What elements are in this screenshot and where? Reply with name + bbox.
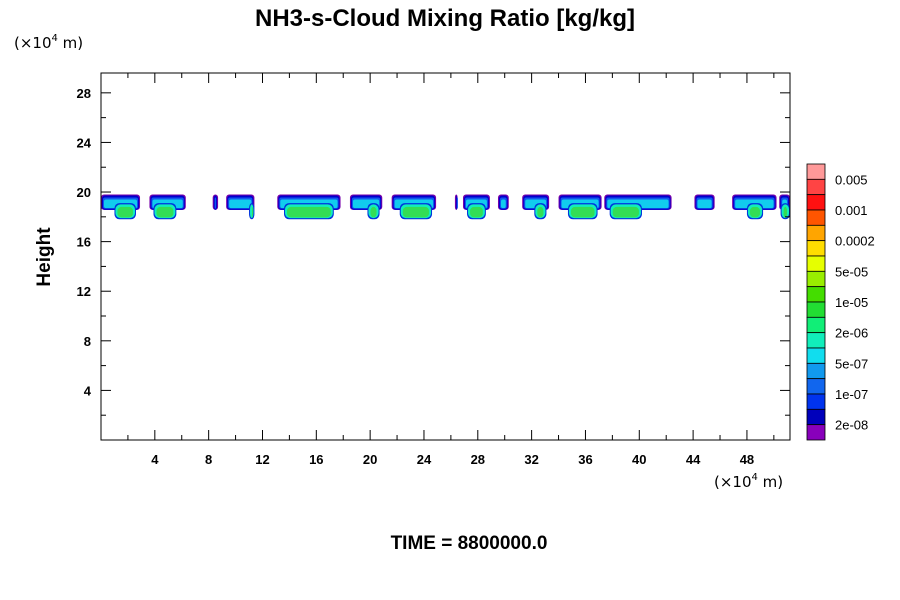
x-unit-prefix: (×10 (714, 473, 752, 491)
y-tick-label: 12 (77, 284, 91, 299)
colorbar-label: 1e-05 (835, 295, 868, 310)
cloud-segment (604, 194, 672, 220)
contour-core-green (570, 206, 595, 218)
cloud-segment (391, 194, 437, 220)
colorbar-swatch (806, 332, 826, 349)
y-axis-label: Height (34, 227, 55, 287)
colorbar-label: 5e-05 (835, 264, 868, 279)
cloud-segment (277, 194, 341, 220)
contour-core-green (117, 206, 133, 218)
cloud-segment (732, 194, 777, 220)
y-tick-label: 28 (77, 86, 91, 101)
colorbar-swatch (806, 316, 826, 334)
cloud-segment (558, 194, 602, 220)
contour-core-green (156, 206, 174, 218)
colorbar-swatch (806, 194, 826, 211)
colorbar-swatch (806, 408, 826, 426)
colorbar-swatch (806, 378, 826, 395)
colorbar-swatch (806, 178, 826, 196)
x-tick-label: 32 (524, 452, 538, 467)
cloud-segment (522, 194, 550, 220)
cloud-segment (779, 194, 790, 220)
x-unit-exponent: 4 (752, 472, 758, 483)
colorbar-swatch (806, 393, 826, 410)
contour-cyan (229, 199, 252, 209)
time-label: TIME = 8800000.0 (391, 533, 548, 554)
contour-blue-dark (455, 195, 457, 210)
x-tick-label: 36 (578, 452, 592, 467)
colorbar-swatch (806, 286, 826, 303)
contour-cyan (500, 199, 506, 209)
colorbar-label: 5e-07 (835, 356, 868, 371)
colorbar-label: 0.001 (835, 203, 868, 218)
contour-core-green (287, 206, 331, 218)
plot-frame (100, 72, 791, 441)
contour-core-green (252, 206, 254, 218)
axis-ticks (101, 73, 790, 440)
cloud-segment (226, 194, 255, 220)
colorbar-label: 2e-08 (835, 418, 868, 433)
x-tick-label: 24 (417, 452, 432, 467)
contour-core-green (470, 206, 483, 218)
cloud-contours (101, 194, 790, 220)
contour-core-green (612, 206, 639, 218)
y-tick-label: 8 (84, 334, 91, 349)
cloud-segment (462, 194, 490, 220)
x-tick-label: 28 (471, 452, 485, 467)
x-tick-label: 12 (255, 452, 269, 467)
x-tick-label: 8 (205, 452, 212, 467)
x-unit-suffix: m) (758, 473, 783, 491)
y-tick-label: 16 (77, 235, 91, 250)
contour-blue (456, 197, 458, 209)
colorbar-swatch (806, 224, 826, 242)
colorbar-swatch (806, 424, 826, 441)
x-tick-label: 40 (632, 452, 646, 467)
y-tick-label: 20 (77, 185, 91, 200)
y-tick-label: 24 (77, 135, 92, 150)
cloud-segment (349, 194, 383, 220)
x-tick-label: 16 (309, 452, 323, 467)
contour-core-green (370, 206, 377, 218)
contour-cyan (697, 199, 712, 209)
x-tick-label: 20 (363, 452, 377, 467)
colorbar-swatch (806, 347, 826, 364)
x-tick-label: 4 (151, 452, 159, 467)
colorbar-swatch (806, 255, 826, 272)
cloud-segment (497, 194, 509, 210)
cloud-segment (454, 194, 458, 210)
contour-blue (214, 197, 217, 209)
colorbar-swatch (806, 209, 826, 226)
colorbar-swatch (806, 301, 826, 318)
y-axis-unit: (×104 m) (14, 33, 83, 52)
x-tick-label: 48 (740, 452, 754, 467)
colorbar-label: 0.0002 (835, 234, 875, 249)
colorbar-swatch (806, 270, 826, 288)
colorbar-swatch (806, 163, 826, 180)
contour-core-green (783, 206, 787, 218)
contour-core-green (402, 206, 430, 218)
colorbar-labels: 0.005 0.001 0.0002 5e-05 1e-05 2e-06 5e-07 1e-0… (835, 172, 875, 432)
colorbar-label: 0.005 (835, 172, 868, 187)
cloud-segment (694, 194, 715, 210)
contour-core-green (749, 206, 761, 218)
contour-core-green (537, 206, 544, 218)
y-tick-label: 4 (84, 383, 92, 398)
y-unit-suffix: m) (58, 34, 83, 52)
cloud-segment (149, 194, 186, 220)
colorbar (806, 163, 826, 441)
y-unit-exponent: 4 (52, 33, 58, 44)
x-tick-label: 44 (686, 452, 701, 467)
colorbar-label: 2e-06 (835, 326, 868, 341)
colorbar-swatch (806, 240, 826, 257)
colorbar-swatch (806, 362, 826, 380)
cloud-segment (212, 194, 219, 210)
colorbar-label: 1e-07 (835, 387, 868, 402)
y-unit-prefix: (×10 (14, 34, 52, 52)
x-axis-unit: (×104 m) (714, 472, 783, 491)
chart-title: NH3-s-Cloud Mixing Ratio [kg/kg] (255, 5, 635, 32)
cloud-segment (101, 194, 141, 220)
